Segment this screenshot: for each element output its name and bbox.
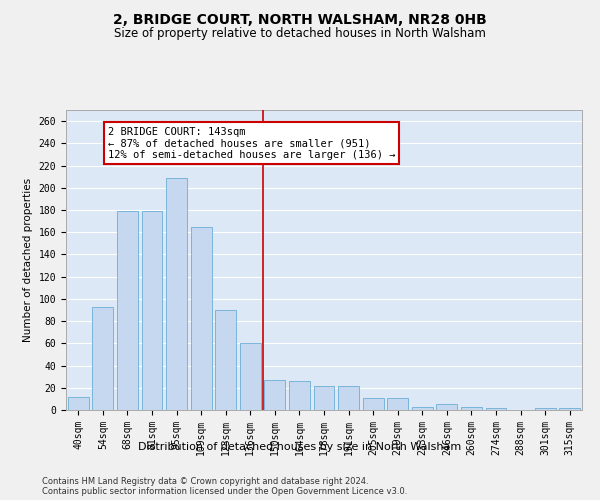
Text: Contains HM Land Registry data © Crown copyright and database right 2024.: Contains HM Land Registry data © Crown c… — [42, 478, 368, 486]
Y-axis label: Number of detached properties: Number of detached properties — [23, 178, 33, 342]
Bar — [387, 398, 408, 410]
Bar — [215, 310, 236, 410]
Bar — [559, 408, 580, 410]
Bar — [362, 398, 383, 410]
Bar — [485, 408, 506, 410]
Bar — [338, 386, 359, 410]
Bar — [265, 380, 286, 410]
Bar — [142, 211, 163, 410]
Bar — [68, 396, 89, 410]
Text: 2, BRIDGE COURT, NORTH WALSHAM, NR28 0HB: 2, BRIDGE COURT, NORTH WALSHAM, NR28 0HB — [113, 12, 487, 26]
Bar — [166, 178, 187, 410]
Bar — [117, 211, 138, 410]
Text: Size of property relative to detached houses in North Walsham: Size of property relative to detached ho… — [114, 28, 486, 40]
Bar — [314, 386, 334, 410]
Bar — [240, 344, 261, 410]
Bar — [191, 226, 212, 410]
Bar — [92, 306, 113, 410]
Bar — [436, 404, 457, 410]
Bar — [535, 408, 556, 410]
Text: 2 BRIDGE COURT: 143sqm
← 87% of detached houses are smaller (951)
12% of semi-de: 2 BRIDGE COURT: 143sqm ← 87% of detached… — [108, 126, 395, 160]
Bar — [461, 406, 482, 410]
Bar — [412, 406, 433, 410]
Text: Contains public sector information licensed under the Open Government Licence v3: Contains public sector information licen… — [42, 488, 407, 496]
Bar — [289, 381, 310, 410]
Text: Distribution of detached houses by size in North Walsham: Distribution of detached houses by size … — [139, 442, 461, 452]
